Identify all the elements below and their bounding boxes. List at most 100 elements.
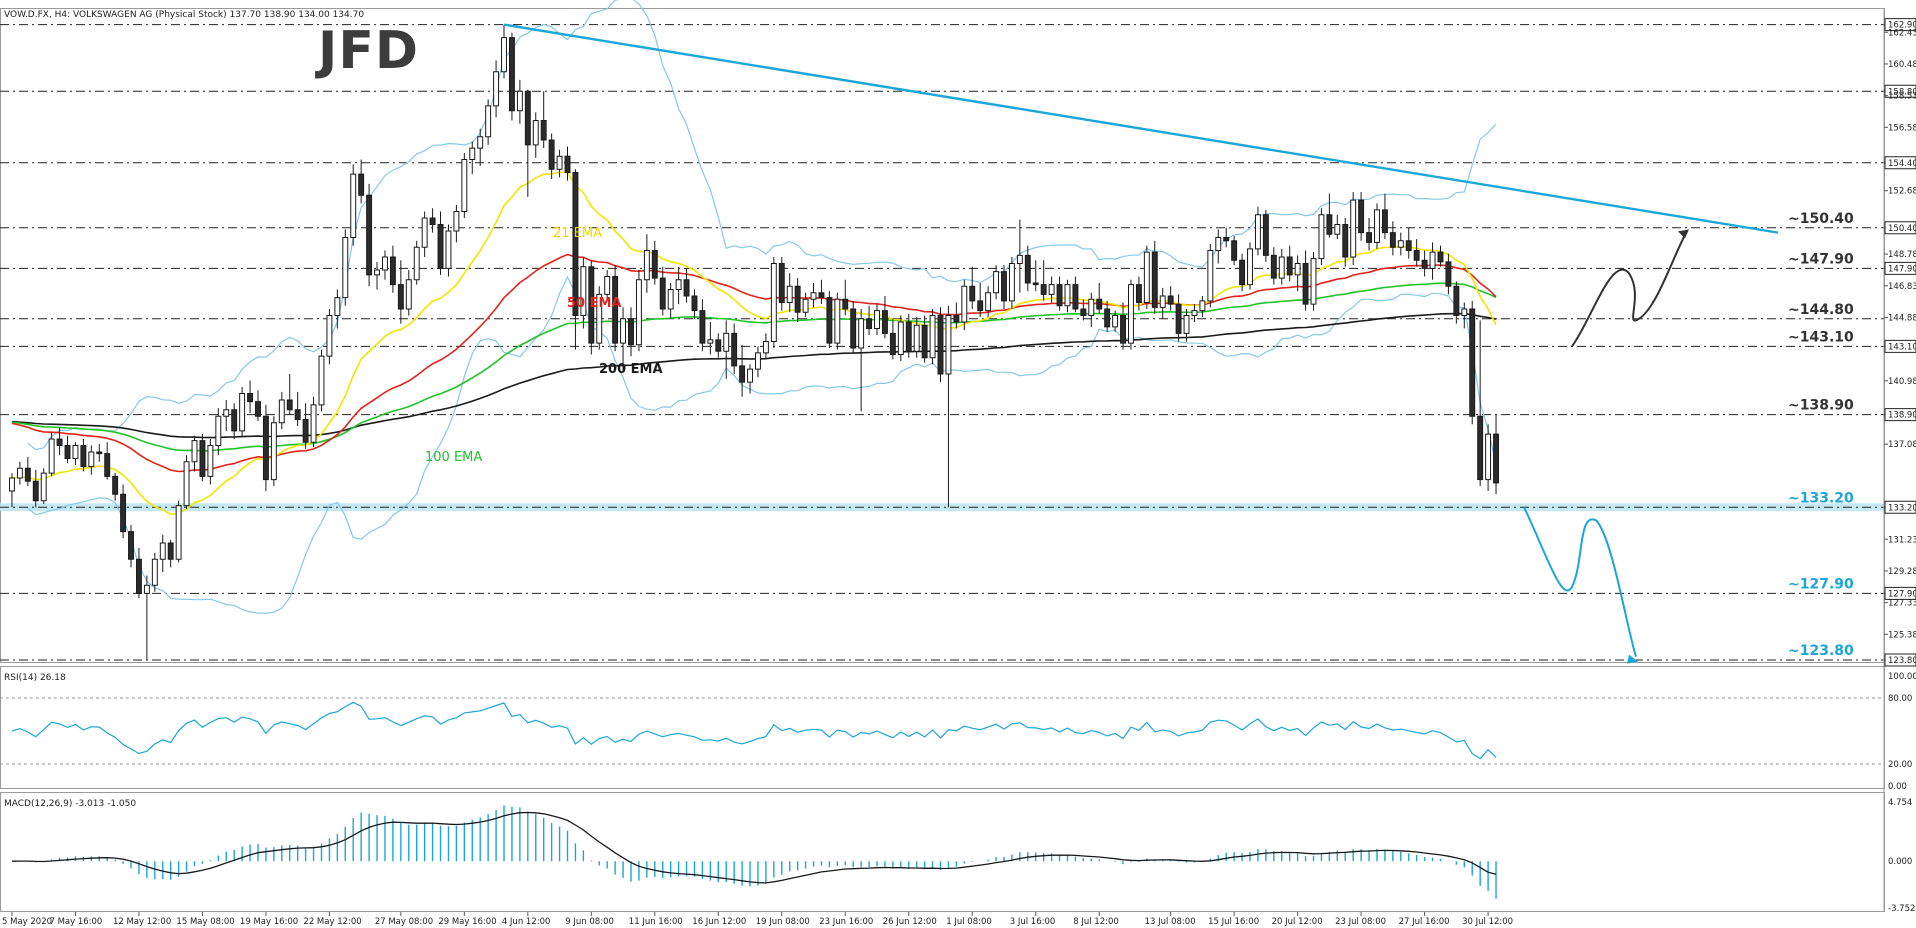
candle bbox=[175, 505, 182, 560]
candle bbox=[961, 285, 968, 323]
candle bbox=[556, 155, 563, 170]
candle bbox=[881, 310, 888, 334]
candle bbox=[1270, 254, 1277, 279]
price-tick-label: 150.40 bbox=[1888, 224, 1916, 234]
candle bbox=[1175, 303, 1182, 334]
candle bbox=[588, 266, 595, 344]
candle bbox=[651, 250, 658, 279]
candle bbox=[40, 472, 47, 502]
candle bbox=[405, 279, 412, 310]
price-tick-box bbox=[1884, 261, 1916, 275]
price-tick-label: 158.53 bbox=[1888, 92, 1916, 102]
candle bbox=[747, 368, 753, 383]
candle bbox=[842, 298, 849, 310]
level-label: ~127.90 bbox=[1788, 576, 1854, 592]
candle bbox=[913, 324, 920, 352]
price-tick-label: 129.28 bbox=[1888, 567, 1916, 577]
candle bbox=[477, 136, 484, 149]
x-tick-label: 27 Jul 16:00 bbox=[1399, 917, 1450, 927]
candle bbox=[1477, 415, 1484, 481]
candle bbox=[1302, 263, 1309, 305]
candle bbox=[1135, 284, 1142, 303]
x-tick-label: 23 Jul 08:00 bbox=[1335, 917, 1386, 927]
price-tick-box bbox=[1884, 18, 1916, 32]
rsi-tick-label: 100.00 bbox=[1888, 672, 1916, 682]
macd-tick-label: -3.752 bbox=[1888, 904, 1915, 914]
candle bbox=[1453, 285, 1460, 316]
macd-tick-label: 0.000 bbox=[1888, 857, 1912, 867]
level-label: ~144.80 bbox=[1788, 302, 1854, 318]
price-tick-box bbox=[1884, 500, 1916, 514]
candle bbox=[516, 90, 523, 112]
candle bbox=[866, 318, 873, 329]
candle bbox=[286, 399, 293, 411]
x-tick-label: 12 May 12:00 bbox=[113, 917, 171, 927]
candle bbox=[334, 297, 341, 316]
candle bbox=[151, 558, 158, 586]
candle bbox=[1032, 282, 1039, 286]
x-tick-label: 3 Jul 16:00 bbox=[1010, 917, 1056, 927]
candle bbox=[643, 250, 650, 281]
x-tick-label: 29 May 16:00 bbox=[438, 917, 496, 927]
price-tick-label: 125.38 bbox=[1888, 630, 1916, 640]
candle bbox=[1254, 214, 1261, 250]
candle bbox=[1310, 258, 1317, 305]
candle bbox=[667, 289, 674, 310]
candle bbox=[628, 318, 634, 346]
candle bbox=[199, 440, 206, 477]
candle bbox=[596, 293, 603, 344]
candle bbox=[1421, 259, 1428, 269]
x-tick-label: 15 May 08:00 bbox=[176, 917, 234, 927]
candle bbox=[715, 339, 722, 352]
candle bbox=[1112, 315, 1119, 328]
candle bbox=[969, 285, 976, 302]
level-label: ~143.10 bbox=[1788, 329, 1854, 345]
price-tick-label: 146.83 bbox=[1888, 282, 1916, 292]
candle bbox=[1262, 214, 1269, 256]
x-tick-label: 11 Jun 16:00 bbox=[629, 917, 683, 927]
candle bbox=[374, 269, 380, 276]
candle bbox=[135, 558, 142, 594]
ema100-label: 100 EMA bbox=[425, 450, 482, 465]
candle bbox=[255, 401, 261, 417]
candle bbox=[1381, 209, 1388, 234]
candle bbox=[1247, 248, 1253, 286]
candle bbox=[620, 318, 627, 344]
candle bbox=[897, 321, 904, 355]
candle bbox=[143, 584, 150, 594]
candle bbox=[1008, 263, 1015, 302]
candle bbox=[683, 279, 690, 297]
candle bbox=[929, 315, 936, 359]
candle bbox=[437, 224, 444, 269]
candle bbox=[1437, 251, 1444, 263]
macd-signal-line bbox=[11, 811, 1497, 884]
candle bbox=[461, 159, 468, 212]
candle bbox=[9, 477, 15, 492]
price-tick-box bbox=[1884, 221, 1916, 235]
descending-trendline bbox=[503, 23, 1779, 234]
candle bbox=[88, 451, 95, 468]
x-tick-label: 7 May 16:00 bbox=[49, 917, 102, 927]
candle bbox=[167, 542, 174, 560]
candle bbox=[937, 315, 944, 375]
instrument-header: VOW.D.FX, H4: VOLKSWAGEN AG (Physical St… bbox=[4, 10, 364, 20]
candle bbox=[469, 147, 476, 160]
ema200-line bbox=[11, 312, 1497, 439]
candle bbox=[1334, 224, 1341, 235]
candle bbox=[1318, 214, 1325, 260]
x-tick-label: 22 May 12:00 bbox=[303, 917, 361, 927]
candle bbox=[826, 297, 833, 344]
candle bbox=[72, 445, 79, 459]
candle bbox=[382, 256, 388, 271]
candle bbox=[421, 217, 428, 248]
candle bbox=[1374, 209, 1380, 243]
candle bbox=[707, 339, 714, 344]
price-tick-box bbox=[1884, 586, 1916, 600]
candle bbox=[1278, 256, 1285, 279]
candle bbox=[56, 438, 63, 446]
candle bbox=[1445, 261, 1452, 287]
candle bbox=[1493, 433, 1499, 484]
candle bbox=[1350, 199, 1357, 258]
candle bbox=[1001, 271, 1007, 302]
